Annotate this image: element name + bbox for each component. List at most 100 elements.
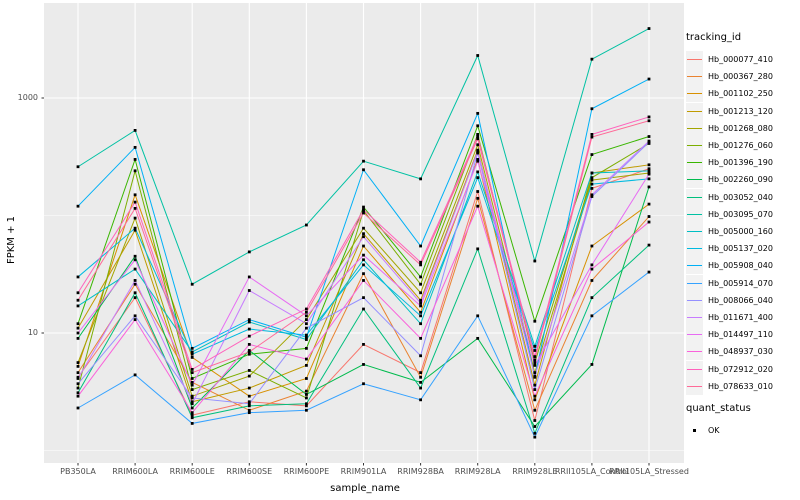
data-point xyxy=(305,333,308,337)
legend-key-swatch xyxy=(686,171,703,189)
data-point xyxy=(647,115,651,119)
data-point xyxy=(362,258,365,262)
data-point xyxy=(305,377,308,380)
data-point xyxy=(247,334,251,338)
data-point xyxy=(476,204,480,208)
legend-item-label: Hb_003052_040 xyxy=(708,192,773,202)
data-point xyxy=(590,135,594,139)
data-point xyxy=(590,187,594,190)
data-point xyxy=(247,275,251,279)
data-point xyxy=(476,158,480,161)
legend-item-label: Hb_005908_040 xyxy=(708,261,773,271)
legend-item-Hb_078633_010: Hb_078633_010 xyxy=(686,377,773,395)
data-point xyxy=(247,342,251,346)
data-point xyxy=(419,386,422,390)
legend-key-swatch xyxy=(686,51,703,68)
data-point xyxy=(533,419,537,422)
data-point xyxy=(305,357,308,361)
data-point xyxy=(305,307,308,311)
data-point xyxy=(362,272,365,276)
data-point xyxy=(305,389,308,393)
legend-item-label: Hb_001268_080 xyxy=(708,123,773,133)
data-point xyxy=(533,355,537,358)
data-point xyxy=(647,185,651,189)
x-tick-label: RRIM928LA xyxy=(454,467,501,476)
data-point xyxy=(647,177,651,181)
data-point xyxy=(133,169,137,173)
legend-key-swatch xyxy=(686,326,703,344)
data-point xyxy=(476,54,480,57)
data-point xyxy=(476,150,480,153)
data-point xyxy=(362,253,365,257)
legend-item-label: Hb_005000_160 xyxy=(708,227,773,236)
data-point xyxy=(133,254,137,258)
legend-key-line xyxy=(687,385,702,387)
data-point xyxy=(419,310,422,314)
data-point xyxy=(476,143,480,147)
x-tick-label: PB350LA xyxy=(60,467,96,476)
legend-key-swatch xyxy=(686,119,703,137)
data-point xyxy=(76,291,80,295)
data-point xyxy=(590,267,594,271)
data-point xyxy=(305,318,308,322)
data-point xyxy=(533,394,537,398)
data-point xyxy=(305,404,308,408)
data-point xyxy=(647,135,651,138)
data-point xyxy=(305,314,308,318)
legend-key-swatch xyxy=(686,291,703,309)
legend-item-label: Hb_078633_010 xyxy=(708,381,773,391)
data-point xyxy=(133,206,137,210)
data-point xyxy=(190,411,194,415)
data-point xyxy=(419,301,422,305)
legend-title-tracking-id: tracking_id xyxy=(686,32,742,43)
data-point xyxy=(533,383,537,387)
x-tick-label: RRIM901LA xyxy=(340,467,387,476)
data-point xyxy=(247,318,251,322)
legend-item-Hb_001268_080: Hb_001268_080 xyxy=(686,119,773,137)
data-point xyxy=(590,133,594,136)
data-point xyxy=(133,145,137,149)
data-point xyxy=(133,258,137,262)
data-point xyxy=(476,135,480,138)
data-point xyxy=(362,208,365,212)
data-point xyxy=(247,386,251,390)
legend-key-line xyxy=(687,368,702,370)
data-point xyxy=(419,177,422,181)
data-point xyxy=(647,77,651,81)
y-tick-label: 10 xyxy=(27,328,38,337)
data-point xyxy=(76,394,80,398)
data-point xyxy=(305,310,308,314)
data-point xyxy=(247,352,251,356)
data-point xyxy=(647,163,651,167)
legend-key-swatch xyxy=(686,274,703,292)
data-point xyxy=(533,349,537,352)
legend-key-line xyxy=(687,145,702,146)
data-point xyxy=(305,408,308,412)
legend-item-Hb_011671_400: Hb_011671_400 xyxy=(686,309,773,326)
data-point xyxy=(476,176,480,180)
data-point xyxy=(476,314,480,318)
data-point xyxy=(305,338,308,341)
data-point xyxy=(533,371,537,375)
data-point xyxy=(647,119,651,123)
data-point xyxy=(476,336,480,340)
data-point xyxy=(190,394,194,398)
data-point xyxy=(76,322,80,326)
x-tick-label: RRIM600SE xyxy=(226,467,273,476)
data-point xyxy=(76,165,80,169)
x-tick-label: RRII105LA_Control xyxy=(554,467,629,476)
legend-key-swatch xyxy=(686,85,703,103)
data-point xyxy=(362,296,365,300)
legend-key-line xyxy=(687,213,702,215)
data-point xyxy=(647,169,651,173)
legend-item-label: Hb_005914_070 xyxy=(708,278,773,288)
data-point xyxy=(76,382,80,386)
data-point xyxy=(647,27,651,30)
data-point xyxy=(590,153,594,156)
legend-item-label: Hb_072912_020 xyxy=(708,364,773,374)
data-point xyxy=(533,358,537,362)
data-point xyxy=(647,202,651,206)
data-point xyxy=(419,322,422,326)
data-point xyxy=(76,391,80,395)
data-point xyxy=(133,318,137,322)
